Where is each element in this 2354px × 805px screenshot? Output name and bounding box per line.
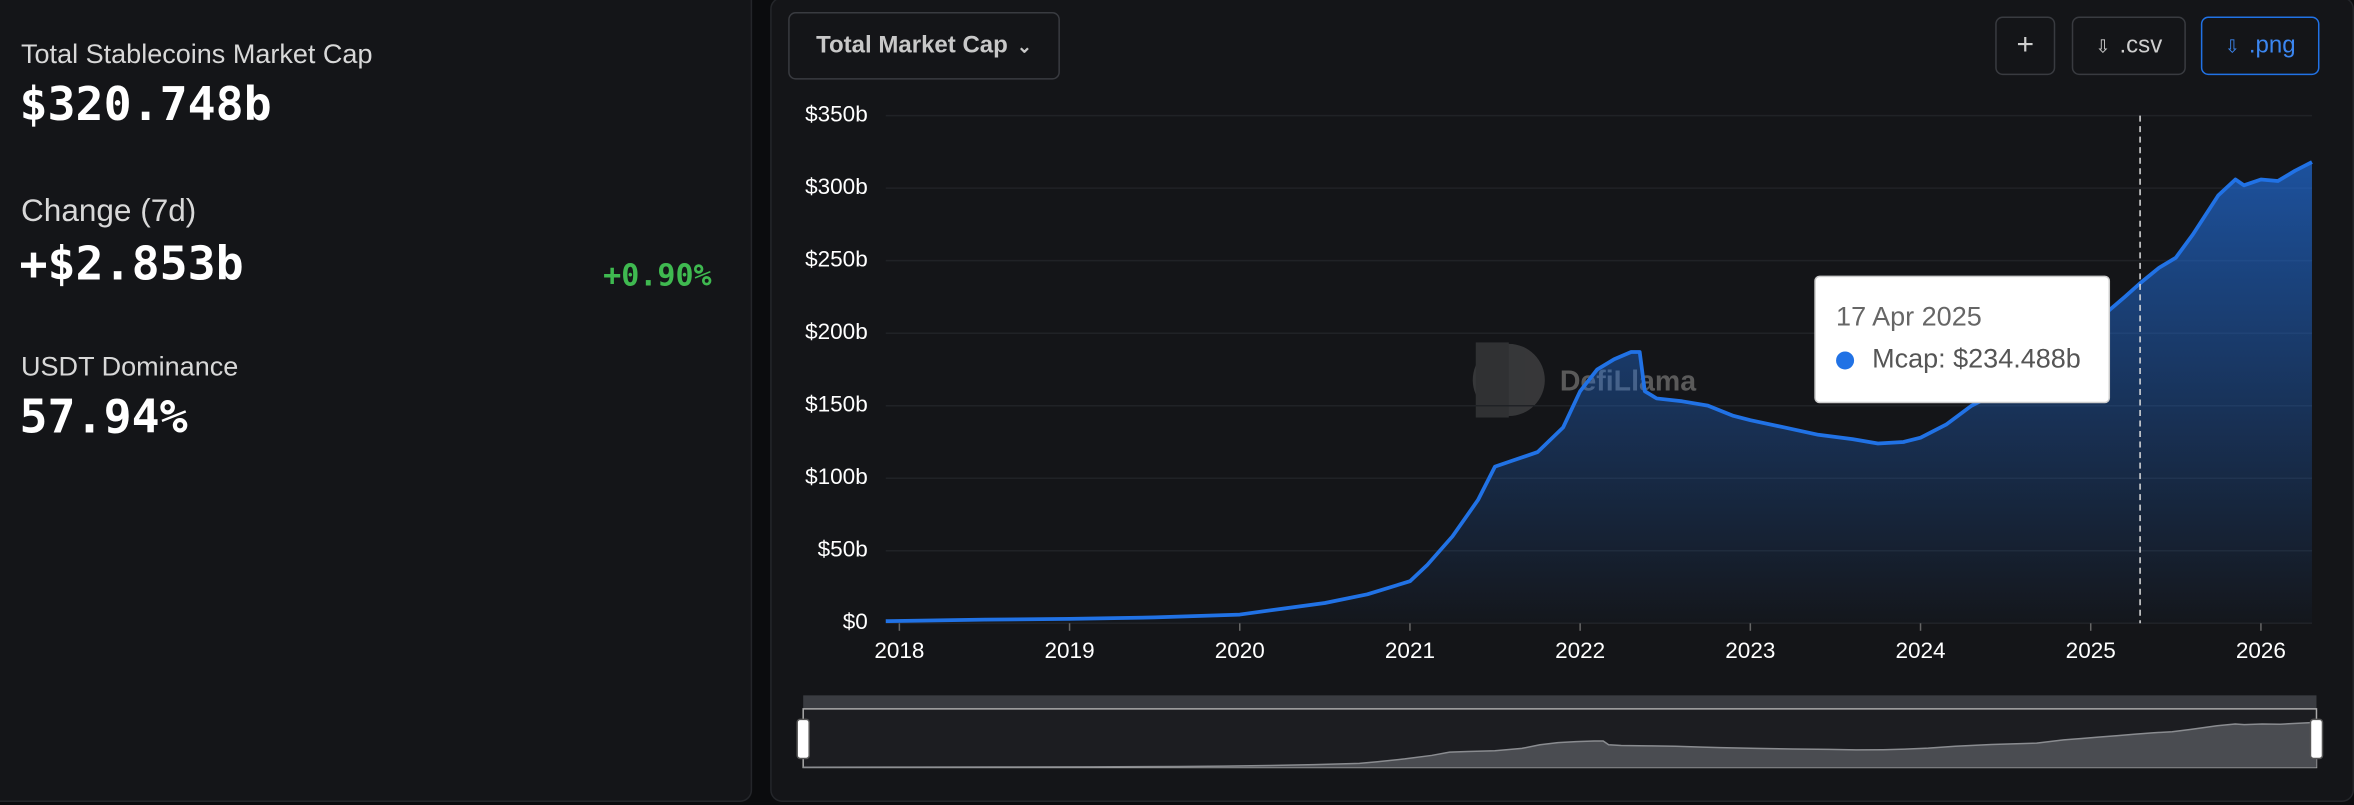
- navigator-handle: [796, 718, 810, 760]
- navigator-area: [803, 722, 2317, 768]
- y-tick-label: $0: [843, 609, 868, 634]
- navigator-handle: [2309, 718, 2324, 760]
- dropdown[interactable]: Total Market Cap ⌄: [788, 12, 1060, 80]
- button[interactable]: +: [1995, 16, 2056, 76]
- icon: ⇩: [2224, 35, 2240, 57]
- x-tick-label: 2024: [1895, 638, 1945, 663]
- y-tick-label: $250b: [805, 247, 868, 272]
- y-tick-label: $350b: [805, 102, 868, 127]
- x-tick-label: 2020: [1215, 638, 1265, 663]
- y-tick-label: $200b: [805, 319, 868, 344]
- icon: ⇩: [2095, 35, 2111, 57]
- dropdown-label[interactable]: Total Market Cap: [816, 32, 1008, 58]
- y-tick-label: $150b: [805, 392, 868, 417]
- button-label[interactable]: .csv: [2119, 32, 2163, 58]
- y-tick-label: $100b: [805, 464, 868, 489]
- stat-value: +$2.853b: [19, 237, 244, 292]
- series-line: [885, 160, 2313, 624]
- series-area: [885, 162, 2312, 624]
- navigator-bar: [803, 695, 2317, 709]
- button-label[interactable]: +: [2016, 28, 2034, 62]
- x-tick-label: 2022: [1555, 638, 1605, 663]
- tooltip-dot: [1836, 351, 1855, 370]
- button-label[interactable]: .png: [2248, 32, 2296, 58]
- chevron[interactable]: ⌄: [1016, 35, 1032, 57]
- x-tick-label: 2021: [1385, 638, 1435, 663]
- stat-value: 57.94%: [19, 390, 188, 445]
- stat-label: Change (7d): [21, 193, 197, 229]
- stat-change: +0.90%: [603, 256, 712, 293]
- button[interactable]: ⇩ .csv: [2071, 16, 2186, 76]
- x-tick-label: 2018: [874, 638, 924, 663]
- stat-label: Total Stablecoins Market Cap: [21, 39, 373, 70]
- navigator-line: [803, 721, 2317, 769]
- y-tick-label: $50b: [818, 537, 868, 562]
- x-tick-label: 2026: [2236, 638, 2286, 663]
- tooltip-title: 17 Apr 2025: [1836, 302, 1982, 332]
- x-tick-label: 2025: [2066, 638, 2116, 663]
- button[interactable]: ⇩ .png: [2200, 16, 2320, 76]
- stats-panel: [0, 0, 753, 802]
- x-tick-label: 2023: [1725, 638, 1775, 663]
- y-tick-label: $300b: [805, 174, 868, 199]
- stat-value: $320.748b: [19, 78, 272, 133]
- x-tick-label: 2019: [1045, 638, 1095, 663]
- stat-label: USDT Dominance: [21, 351, 239, 382]
- tooltip-text: Mcap: $234.488b: [1872, 344, 2081, 374]
- tooltip-box: [1814, 275, 2111, 404]
